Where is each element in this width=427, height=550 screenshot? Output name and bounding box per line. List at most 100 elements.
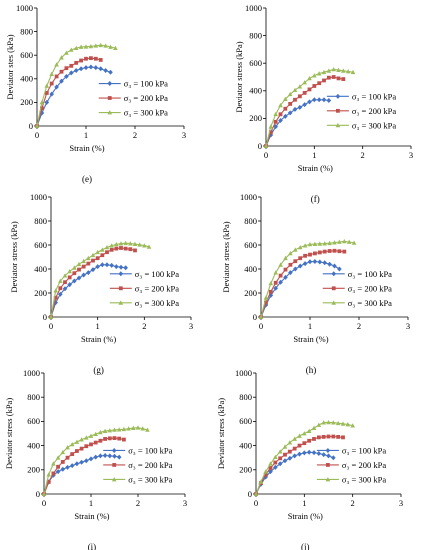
- data-point: [282, 458, 288, 464]
- series-1: [34, 64, 113, 129]
- series-3: [48, 240, 152, 319]
- data-point: [297, 263, 303, 269]
- data-point: [63, 280, 67, 285]
- data-point: [79, 58, 83, 63]
- data-point: [287, 91, 293, 97]
- data-point: [119, 246, 123, 250]
- data-point: [79, 446, 84, 451]
- series-1: [258, 259, 342, 320]
- data-point: [86, 270, 91, 276]
- data-point: [327, 249, 332, 253]
- data-point: [65, 455, 70, 460]
- data-point: [95, 256, 100, 261]
- x-tick-label: 2: [133, 130, 137, 140]
- y-tick-label: 400: [249, 86, 262, 96]
- data-point: [74, 439, 80, 444]
- legend-label: σ₃ = 300 kPa: [128, 474, 172, 484]
- y-tick-label: 0: [29, 121, 33, 131]
- legend-marker: [107, 96, 112, 100]
- series-2: [264, 75, 346, 148]
- y-tick-label: 600: [249, 58, 262, 68]
- data-point: [74, 461, 80, 467]
- data-point: [86, 261, 91, 266]
- data-point: [331, 75, 336, 79]
- data-point: [55, 455, 61, 460]
- data-point: [345, 422, 351, 427]
- data-point: [56, 464, 60, 469]
- legend-marker: [335, 122, 341, 128]
- data-point: [91, 258, 95, 263]
- data-point: [293, 266, 298, 272]
- data-point: [146, 244, 152, 249]
- data-point: [268, 289, 273, 294]
- data-point: [95, 264, 100, 270]
- data-point: [332, 248, 337, 253]
- data-point: [350, 423, 355, 428]
- legend-marker: [326, 463, 330, 467]
- legend-marker: [111, 477, 117, 482]
- legend-label: σ₃ = 100 kPa: [352, 91, 396, 101]
- y-tick-label: 200: [34, 288, 47, 298]
- x-tick-label: 3: [182, 130, 186, 140]
- x-tick-label: 0: [254, 498, 258, 508]
- legend: σ₃ = 100 kPa σ₃ = 200 kPa σ₃ = 300 kPa: [322, 269, 392, 308]
- x-tick-label: 0: [264, 150, 268, 160]
- series-line: [260, 250, 345, 318]
- data-point: [83, 65, 89, 71]
- data-point: [69, 441, 75, 447]
- data-point: [60, 449, 66, 455]
- data-point: [107, 436, 112, 441]
- legend-label: σ₃ = 100 kPa: [124, 79, 168, 89]
- y-tick-label: 200: [244, 288, 257, 298]
- data-point: [316, 422, 322, 427]
- data-point: [308, 252, 312, 257]
- data-point: [69, 463, 75, 469]
- data-point: [93, 431, 98, 437]
- data-point: [332, 240, 337, 245]
- data-point: [283, 255, 288, 261]
- legend-marker: [112, 463, 117, 467]
- data-point: [70, 452, 75, 456]
- series-3: [41, 425, 150, 496]
- y-tick-label: 1000: [240, 192, 257, 202]
- chart-panel-j: 0 200 400 600 800 1000 0 1 2 3 Strain (%) Deviator …: [216, 368, 403, 550]
- data-point: [287, 110, 293, 116]
- y-tick-label: 800: [244, 216, 257, 226]
- data-point: [123, 240, 128, 246]
- data-point: [312, 437, 316, 441]
- legend-label: σ₃ = 200 kPa: [348, 283, 392, 293]
- data-point: [79, 437, 84, 442]
- data-point: [107, 453, 113, 459]
- data-point: [341, 77, 346, 81]
- y-tick-label: 400: [239, 440, 252, 450]
- legend-marker: [335, 93, 341, 99]
- data-point: [273, 454, 278, 459]
- data-point: [293, 259, 298, 264]
- panel-label: (h): [306, 365, 317, 375]
- data-point: [59, 78, 64, 84]
- data-point: [264, 300, 268, 305]
- legend-label: σ₃ = 300 kPa: [342, 474, 386, 484]
- legend-marker: [118, 271, 124, 277]
- data-point: [321, 452, 326, 458]
- data-point: [49, 91, 54, 97]
- y-tick-label: 1000: [235, 368, 252, 378]
- data-point: [116, 427, 122, 432]
- legend: σ₃ = 100 kPa σ₃ = 200 kPa σ₃ = 300 kPa: [326, 91, 396, 130]
- series-line: [36, 44, 116, 127]
- data-point: [307, 259, 313, 265]
- data-point: [340, 421, 346, 426]
- chart-panel-e: 0 200 400 600 800 1000 0 1 2 3 Strain (%) Deviator …: [5, 3, 186, 184]
- x-tick-label: 2: [142, 321, 146, 331]
- data-point: [253, 491, 259, 496]
- data-point: [95, 249, 100, 255]
- y-tick-label: 0: [36, 489, 40, 499]
- data-point: [297, 245, 303, 250]
- x-tick-label: 3: [399, 498, 403, 508]
- y-tick-label: 400: [27, 440, 40, 450]
- series-line: [36, 66, 111, 127]
- legend-marker: [118, 300, 124, 305]
- data-point: [75, 449, 79, 453]
- data-point: [59, 69, 64, 74]
